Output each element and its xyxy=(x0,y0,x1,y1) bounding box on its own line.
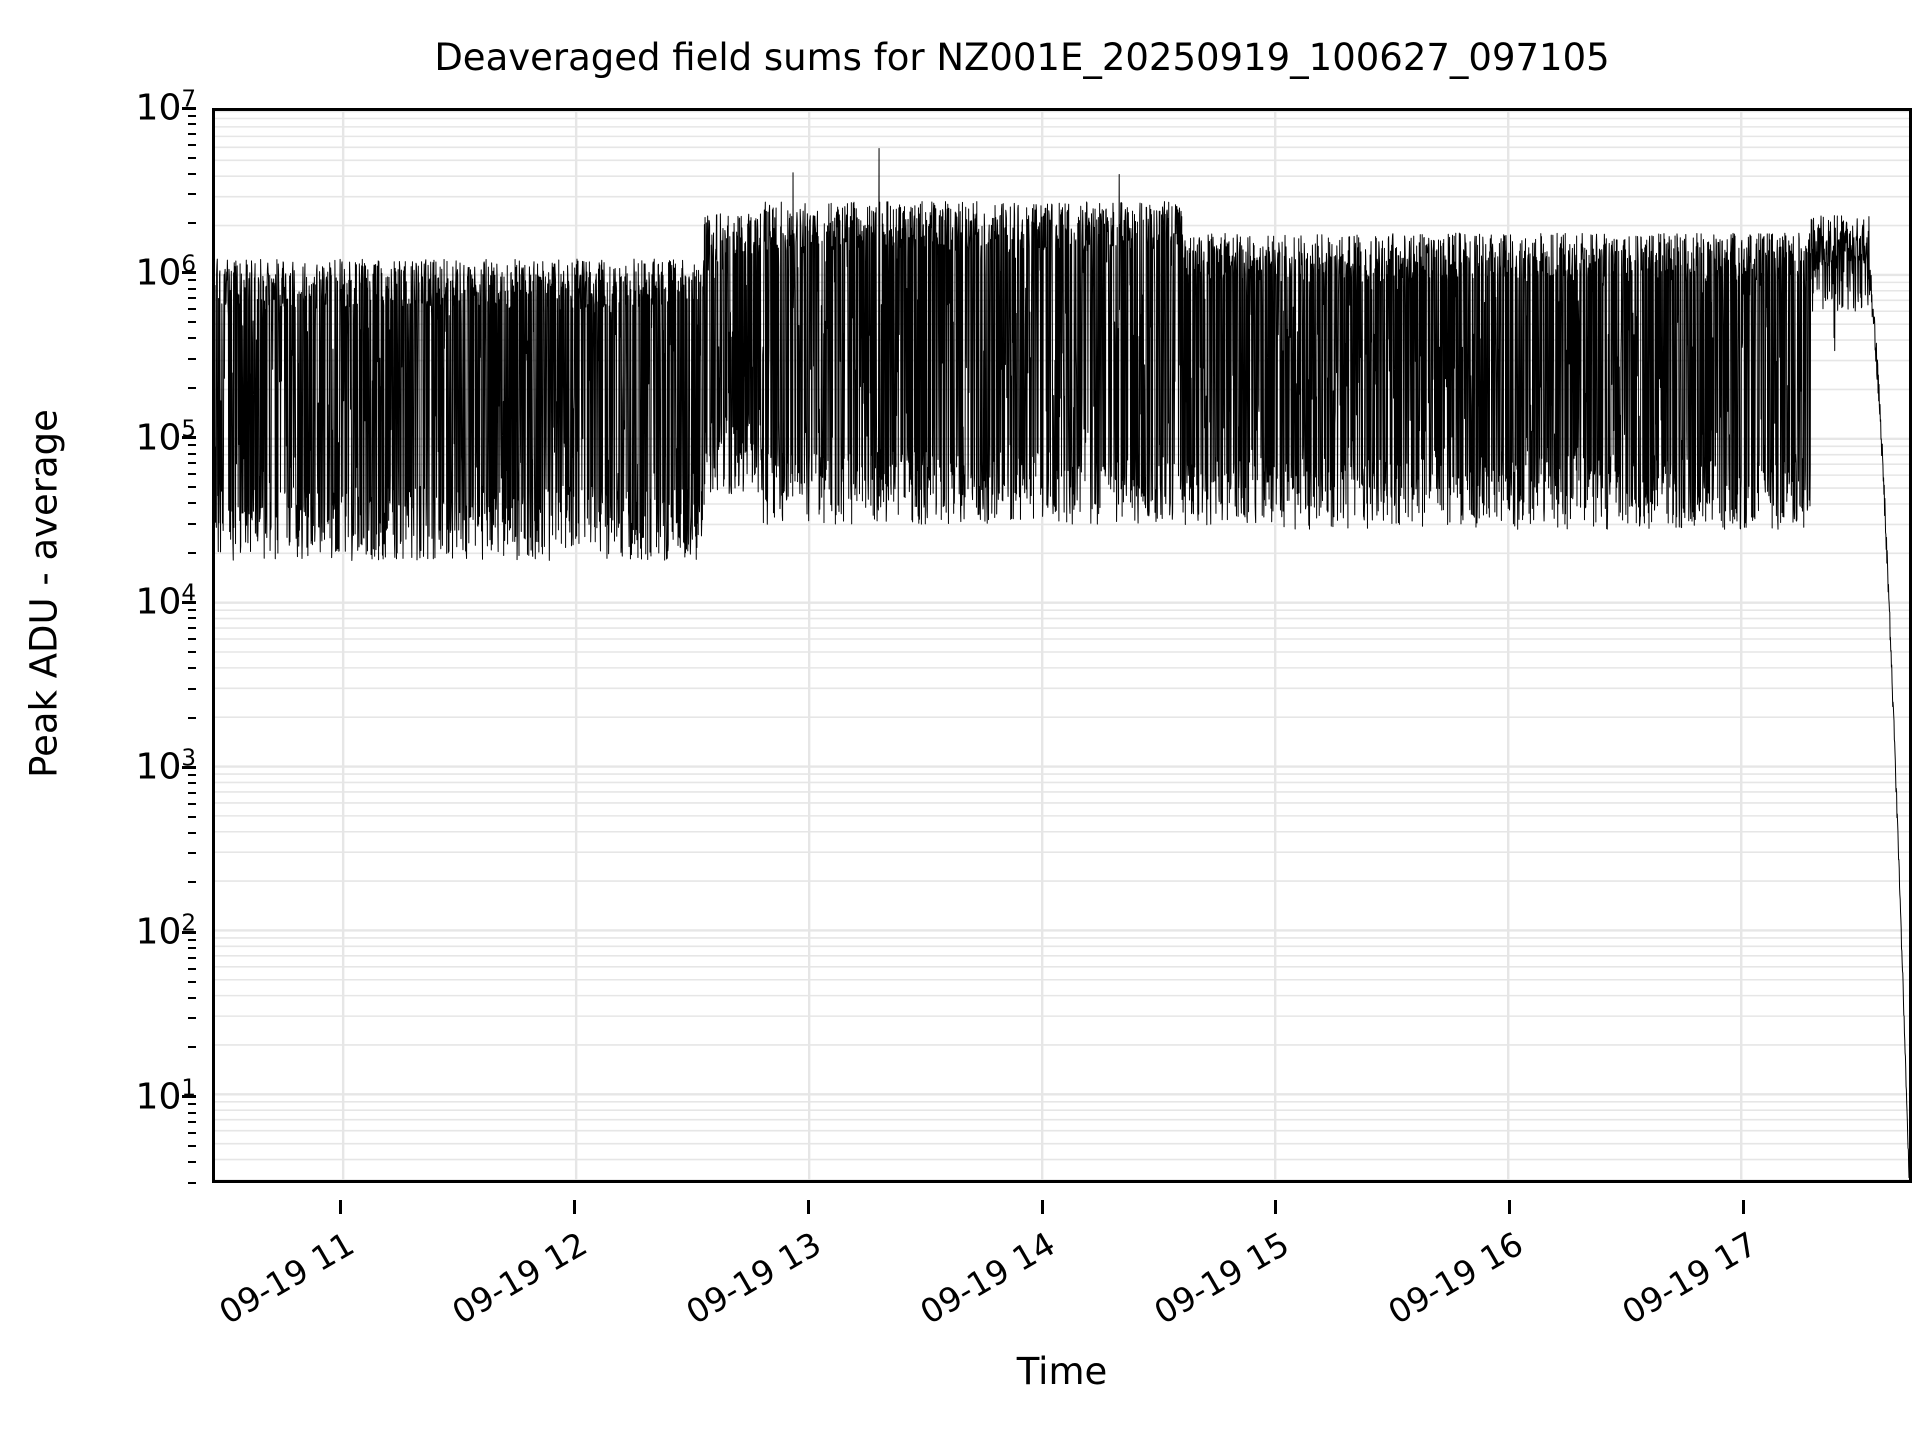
y-tick-label: 106 xyxy=(135,251,196,294)
x-tick-mark xyxy=(1274,1200,1278,1214)
chart-title: Deaveraged field sums for NZ001E_2025091… xyxy=(434,36,1610,79)
y-minor-tick-mark xyxy=(188,938,196,941)
y-minor-tick-mark xyxy=(188,473,196,476)
y-minor-tick-mark xyxy=(188,452,196,455)
y-minor-tick-mark xyxy=(188,462,196,465)
y-tick-mark xyxy=(182,1095,196,1099)
y-minor-tick-mark xyxy=(188,308,196,311)
y-minor-tick-mark xyxy=(188,1103,196,1106)
y-minor-tick-mark xyxy=(188,791,196,794)
y-minor-tick-mark xyxy=(188,946,196,949)
x-tick-mark xyxy=(1742,1200,1746,1214)
y-minor-tick-mark xyxy=(188,502,196,505)
plot-area xyxy=(212,108,1912,1183)
y-tick-mark xyxy=(182,436,196,440)
y-minor-tick-mark xyxy=(188,831,196,834)
y-tick-label: 104 xyxy=(135,580,196,623)
y-minor-tick-mark xyxy=(188,637,196,640)
y-minor-tick-mark xyxy=(188,666,196,669)
y-minor-tick-mark xyxy=(188,321,196,324)
x-axis-tick-labels: 09-19 11 09-19 12 09-19 13 09-19 14 09-19 15… xyxy=(0,1200,1920,1350)
y-minor-tick-mark xyxy=(188,1017,196,1020)
y-minor-tick-mark xyxy=(188,297,196,300)
y-minor-tick-mark xyxy=(188,773,196,776)
y-minor-tick-mark xyxy=(188,172,196,175)
y-minor-tick-mark xyxy=(188,486,196,489)
x-tick-mark xyxy=(1040,1200,1044,1214)
y-minor-tick-mark xyxy=(188,996,196,999)
y-tick-mark xyxy=(182,930,196,934)
y-axis-tick-labels: 107 106 105 104 103 102 101 xyxy=(0,88,196,1184)
y-minor-tick-mark xyxy=(188,687,196,690)
y-minor-tick-mark xyxy=(188,852,196,855)
y-minor-tick-mark xyxy=(188,967,196,970)
y-tick-mark xyxy=(182,600,196,604)
y-minor-tick-mark xyxy=(188,114,196,117)
y-minor-tick-mark xyxy=(188,956,196,959)
y-minor-tick-mark xyxy=(188,716,196,719)
y-minor-tick-mark xyxy=(188,287,196,290)
y-minor-tick-mark xyxy=(188,1182,196,1184)
y-minor-tick-mark xyxy=(188,337,196,340)
y-tick-label: 107 xyxy=(135,86,196,129)
y-minor-tick-mark xyxy=(188,782,196,785)
y-minor-tick-mark xyxy=(188,444,196,447)
y-minor-tick-mark xyxy=(188,1145,196,1148)
y-minor-tick-mark xyxy=(188,608,196,611)
x-tick-label: 09-19 12 xyxy=(445,1224,594,1332)
y-tick-mark xyxy=(182,765,196,769)
x-tick-label: 09-19 13 xyxy=(679,1224,828,1332)
y-minor-tick-mark xyxy=(188,980,196,983)
y-minor-tick-mark xyxy=(188,279,196,282)
y-minor-tick-mark xyxy=(188,357,196,360)
y-tick-mark xyxy=(182,106,196,110)
y-tick-mark xyxy=(182,271,196,275)
y-minor-tick-mark xyxy=(188,551,196,554)
x-tick-label: 09-19 16 xyxy=(1381,1224,1530,1332)
y-minor-tick-mark xyxy=(188,222,196,225)
y-minor-tick-mark xyxy=(188,815,196,818)
y-tick-label: 103 xyxy=(135,745,196,788)
y-minor-tick-mark xyxy=(188,651,196,654)
y-minor-tick-mark xyxy=(188,1111,196,1114)
y-minor-tick-mark xyxy=(188,132,196,135)
x-tick-label: 09-19 15 xyxy=(1147,1224,1296,1332)
y-minor-tick-mark xyxy=(188,143,196,146)
x-tick-mark xyxy=(339,1200,343,1214)
data-series-line xyxy=(215,111,1909,1180)
y-minor-tick-mark xyxy=(188,1132,196,1135)
y-minor-tick-mark xyxy=(188,1046,196,1049)
y-minor-tick-mark xyxy=(188,1161,196,1164)
x-axis-label: Time xyxy=(1016,1350,1108,1393)
y-minor-tick-mark xyxy=(188,122,196,125)
y-minor-tick-mark xyxy=(188,881,196,884)
y-minor-tick-mark xyxy=(188,626,196,629)
y-minor-tick-mark xyxy=(188,802,196,805)
x-tick-mark xyxy=(572,1200,576,1214)
x-tick-label: 09-19 11 xyxy=(212,1224,361,1332)
y-minor-tick-mark xyxy=(188,386,196,389)
y-minor-tick-mark xyxy=(188,156,196,159)
x-tick-label: 09-19 17 xyxy=(1615,1224,1764,1332)
y-tick-label: 101 xyxy=(135,1075,196,1118)
x-tick-label: 09-19 14 xyxy=(913,1224,1062,1332)
y-tick-label: 102 xyxy=(135,910,196,953)
series-path xyxy=(215,149,1909,1178)
y-minor-tick-mark xyxy=(188,193,196,196)
y-minor-tick-mark xyxy=(188,617,196,620)
y-tick-label: 105 xyxy=(135,416,196,459)
y-minor-tick-mark xyxy=(188,1121,196,1124)
y-minor-tick-mark xyxy=(188,522,196,525)
x-tick-mark xyxy=(806,1200,810,1214)
x-tick-mark xyxy=(1508,1200,1512,1214)
